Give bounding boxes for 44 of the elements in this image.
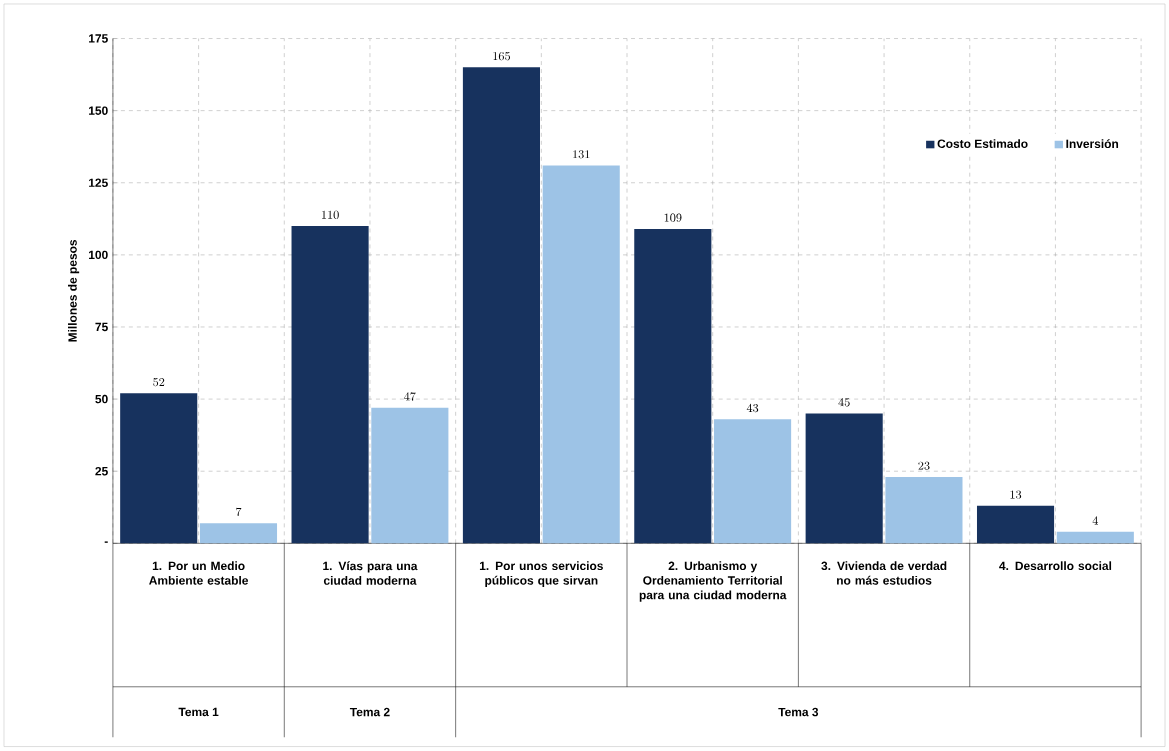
data-label: 109 xyxy=(664,213,682,223)
data-label: 131 xyxy=(573,150,590,159)
y-tick-label: 175 xyxy=(89,34,108,43)
text: Tema 1 xyxy=(178,708,219,717)
text: Tema 2 xyxy=(349,708,390,717)
bar xyxy=(714,419,792,544)
x-tick-label: 4. Desarrollo social xyxy=(999,561,1112,571)
data-label: 165 xyxy=(493,52,511,61)
x-tick-label: 2. Urbanismo y Ordenamiento Territorial para una ciudad moderna xyxy=(639,561,787,602)
bar xyxy=(1056,532,1134,544)
y-tick-label: 75 xyxy=(95,323,108,332)
bar xyxy=(885,477,963,544)
y-axis-title: Millones de pesos xyxy=(68,240,80,342)
data-label: 4 xyxy=(1092,516,1099,525)
data-label: 45 xyxy=(838,398,850,407)
bar xyxy=(120,393,198,544)
x-tick-label: 1. Por un Medio Ambiente estable xyxy=(149,561,249,585)
data-label: 52 xyxy=(153,378,165,387)
y-tick-label: 25 xyxy=(95,467,108,476)
data-label: 43 xyxy=(746,404,759,413)
data-label: 47 xyxy=(404,392,416,401)
bar xyxy=(462,67,540,544)
data-label: 23 xyxy=(918,461,930,471)
data-label: 7 xyxy=(236,507,242,517)
y-tick-label: - xyxy=(104,541,108,544)
data-label: 13 xyxy=(1010,490,1022,499)
bar xyxy=(976,506,1055,544)
y-tick-label: 50 xyxy=(95,395,108,404)
bar xyxy=(542,165,620,544)
bar xyxy=(291,226,369,544)
bar xyxy=(634,229,712,544)
x-tick-label: 1. Vías para una ciudad moderna xyxy=(323,561,418,586)
y-tick-label: 125 xyxy=(89,178,108,188)
x-tick-label: 3. Vivienda de verdad no más estudios xyxy=(821,561,947,585)
x-tick-label: 1. Por unos servicios públicos que sirvan xyxy=(479,561,603,588)
data-label: 110 xyxy=(321,210,339,220)
y-tick-label: 150 xyxy=(89,106,108,116)
legend-label: Costo Estimado xyxy=(937,139,1028,149)
bar xyxy=(371,407,449,544)
legend-label: Inversión xyxy=(1066,139,1119,149)
text: Tema 3 xyxy=(778,708,819,717)
y-tick-label: 100 xyxy=(89,250,108,260)
bar xyxy=(199,523,278,544)
bar xyxy=(805,413,883,544)
